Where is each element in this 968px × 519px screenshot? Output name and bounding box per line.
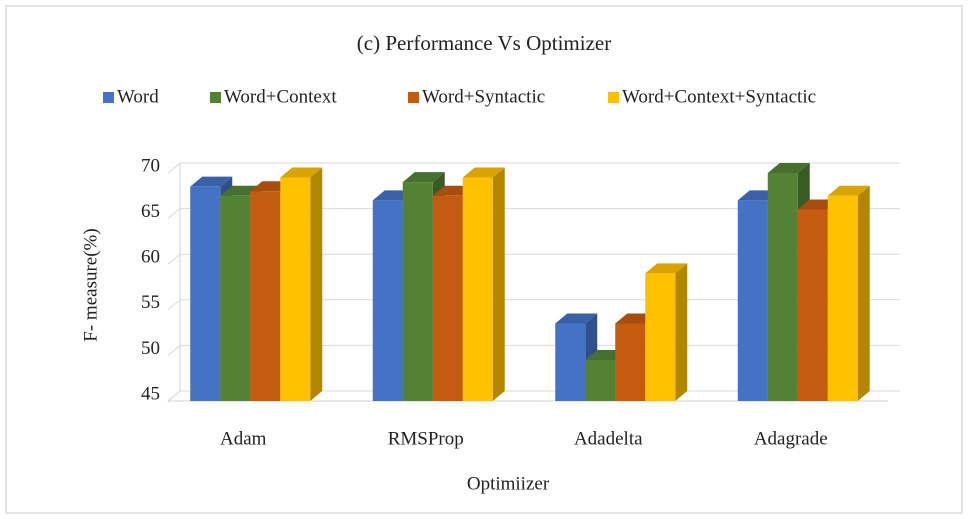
bar-front [280, 177, 311, 401]
legend-label: Word+Context+Syntactic [622, 86, 816, 107]
bar-front [462, 177, 493, 401]
legend-swatch [608, 92, 619, 103]
bar-front [827, 195, 858, 401]
legend-swatch [210, 92, 221, 103]
bar-front [402, 182, 433, 401]
y-tick-label: 60 [141, 247, 160, 268]
bar-top [280, 167, 323, 178]
y-tick-label: 50 [141, 338, 160, 359]
bar-top [827, 185, 870, 196]
bar-front [585, 359, 616, 401]
legend-swatch [103, 92, 114, 103]
legend-swatch [408, 92, 419, 103]
y-tick-label: 55 [141, 292, 160, 313]
bar-top [462, 167, 505, 178]
y-tick-label: 45 [141, 383, 160, 404]
grid-line-side [167, 390, 181, 402]
bar [280, 167, 323, 401]
bar-front [737, 200, 768, 401]
bar-front [190, 186, 221, 401]
grid-line-side [167, 208, 181, 219]
bar-front [250, 191, 281, 401]
x-axis-title: Optimiizer [467, 473, 550, 494]
bar-front [615, 323, 646, 401]
x-tick-label: RMSProp [388, 428, 464, 449]
y-axis-title: F- measure(%) [80, 228, 101, 341]
bar-top [767, 163, 810, 173]
legend-label: Word+Syntactic [422, 86, 545, 107]
bar-front [220, 195, 251, 401]
grid-line-side [167, 162, 181, 174]
x-tick-label: Adadelta [574, 428, 643, 449]
bar-top [555, 313, 598, 324]
bar-front [797, 209, 828, 401]
bar-top [402, 172, 445, 183]
bar [645, 263, 688, 401]
bar-front [767, 173, 798, 401]
bar-side [492, 167, 505, 401]
chart-title: (c) Performance Vs Optimizer [357, 31, 611, 55]
bar-front [555, 323, 586, 401]
y-tick-label: 65 [141, 201, 160, 222]
grid-line-side [167, 345, 181, 356]
legend-label: Word+Context [224, 86, 337, 107]
grid-line-side [167, 299, 181, 311]
legend-label: Word [117, 86, 159, 107]
bar-side [310, 167, 323, 401]
x-tick-label: Adagrade [754, 428, 828, 449]
bar [827, 185, 870, 401]
bar-side [857, 185, 870, 401]
grid-line-side [167, 253, 181, 265]
y-tick-label: 70 [141, 155, 160, 176]
bar-front [645, 273, 676, 401]
bar [462, 167, 505, 401]
x-tick-label: Adam [220, 428, 267, 449]
bar-top [190, 176, 233, 187]
bar-front [372, 200, 403, 401]
bar-side [675, 263, 688, 401]
bar-top [645, 263, 688, 274]
bar-front [432, 195, 463, 401]
